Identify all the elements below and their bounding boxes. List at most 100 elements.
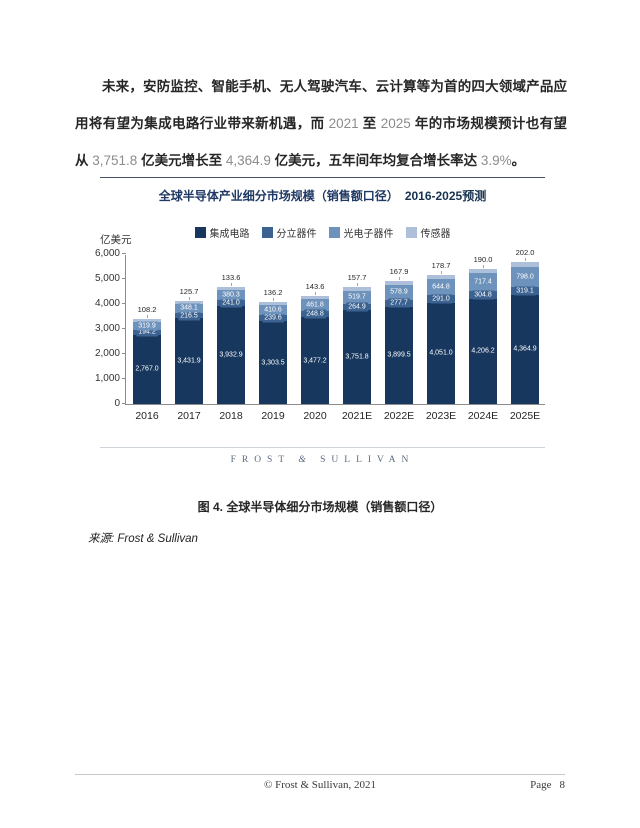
chart-plot-area: 0 1,000 2,000 3,000 4,000 5,000 6,000 2016 2,767…	[95, 248, 545, 422]
label-leader-line	[357, 282, 358, 286]
bar-value-label: 143.6	[305, 281, 325, 291]
stacked-bar: 3,932.9 241.0 380.3 133.6	[217, 273, 245, 404]
stacked-bar: 4,364.9 319.1 798.0 202.0	[511, 248, 539, 404]
bar-segment	[175, 318, 203, 404]
bar-value-label: 3,303.5	[261, 359, 285, 367]
y-axis-tick-label: 0	[114, 398, 120, 409]
legend-item: 集成电路	[194, 225, 250, 240]
bar-value-label: 277.7	[388, 298, 410, 308]
bar-value-label: 3,431.9	[177, 357, 201, 365]
bar-value-label: 133.6	[221, 272, 241, 282]
footer-divider	[75, 774, 565, 775]
bar-value-label: 519.7	[346, 292, 368, 302]
logo-ampersand: &	[298, 455, 312, 465]
stacked-bar: 3,477.2 248.8 461.8 143.6	[301, 282, 329, 404]
legend-label: 光电子器件	[343, 229, 394, 240]
bar-value-label: 644.8	[430, 282, 452, 292]
legend-item: 分立器件	[261, 225, 317, 240]
bar-slot: 2022E 3,899.5 277.7 578.9 167.9	[378, 255, 420, 422]
stacked-bar: 4,206.2 304.8 717.4 190.0	[469, 255, 497, 404]
legend-swatch-icon	[405, 227, 417, 238]
bar-segment	[133, 334, 161, 404]
bar-segment	[427, 302, 455, 404]
stacked-bar: 4,051.0 291.0 644.8 178.7	[427, 261, 455, 404]
y-axis-tick-label: 2,000	[94, 348, 120, 359]
bar-value-label: 4,051.0	[429, 349, 453, 357]
bar-segment	[511, 294, 539, 404]
stacked-bar: 3,899.5 277.7 578.9 167.9	[385, 267, 413, 404]
paragraph-text-segment: 亿美元增长至	[137, 153, 226, 168]
y-axis-tick-mark	[122, 278, 126, 279]
bar-slot: 2020 3,477.2 248.8 461.8 143.6	[294, 255, 336, 422]
page-label: Page	[530, 779, 552, 791]
bar-segment	[301, 295, 329, 300]
bar-value-label: 461.8	[304, 300, 326, 310]
label-leader-line	[231, 282, 232, 286]
bar-segment	[343, 286, 371, 291]
y-axis-tick-label: 6,000	[94, 248, 120, 259]
bar-segment	[133, 319, 161, 322]
legend-swatch-icon	[261, 227, 273, 238]
paragraph-text-segment: 年的市场规模预计也有望从	[75, 116, 567, 168]
source-text: : Frost & Sullivan	[111, 533, 198, 545]
label-leader-line	[483, 264, 484, 268]
bar-value-label: 3,751.8	[345, 353, 369, 361]
page-number-value: 8	[559, 779, 566, 791]
chart-legend: 集成电路 分立器件 光电子器件 传感器	[100, 225, 545, 240]
bar-slot: 2023E 4,051.0 291.0 644.8 178.7	[420, 255, 462, 422]
label-leader-line	[525, 257, 526, 261]
figure-caption: 图 4. 全球半导体细分市场规模（销售额口径）	[197, 500, 443, 514]
bar-value-label: 4,364.9	[513, 345, 537, 353]
x-axis-tick-label: 2022E	[383, 410, 415, 422]
label-leader-line	[147, 315, 148, 319]
footer-copyright: © Frost & Sullivan, 2021	[264, 779, 376, 791]
bar-segment	[427, 274, 455, 280]
bar-value-label: 157.7	[347, 272, 367, 282]
bar-value-label: 3,477.2	[303, 357, 327, 365]
x-axis-tick-label: 2023E	[425, 410, 457, 422]
legend-label: 传感器	[420, 229, 451, 240]
x-axis-tick-label: 2024E	[467, 410, 499, 422]
paragraph-number: 3,751.8	[92, 153, 138, 168]
bar-segment	[511, 261, 539, 267]
paragraph-text-segment: 至	[358, 116, 381, 131]
bar-value-label: 2,767.0	[135, 365, 159, 373]
bar-slot: 2021E 3,751.8 264.9 519.7 157.7	[336, 255, 378, 422]
label-leader-line	[273, 297, 274, 301]
bar-value-label: 108.2	[137, 305, 157, 315]
bar-value-label: 291.0	[430, 294, 452, 304]
bar-value-label: 4,206.2	[471, 347, 495, 355]
bar-segment	[217, 286, 245, 291]
legend-swatch-icon	[328, 227, 340, 238]
bar-segment	[469, 298, 497, 404]
bar-value-label: 3,899.5	[387, 351, 411, 359]
paragraph-text-segment: 未来，安防监控、智能手机、无人驾驶汽车、云计算等为首的四大领域产品应用将有望为集…	[75, 79, 567, 131]
x-axis-tick-label: 2021E	[341, 410, 373, 422]
legend-item: 光电子器件	[328, 225, 394, 240]
chart-title-suffix: 2016-2025预测	[404, 189, 487, 203]
bar-value-label: 798.0	[514, 272, 536, 282]
bar-value-label: 178.7	[431, 260, 451, 270]
chart-top-divider	[100, 177, 545, 178]
y-axis-tick-mark	[122, 353, 126, 354]
x-axis-tick-label: 2018	[219, 410, 243, 422]
paragraph-number: 3.9%	[480, 153, 512, 168]
chart-bottom-divider	[100, 447, 545, 448]
bar-value-label: 190.0	[473, 254, 493, 264]
stacked-bar: 2,767.0 194.2 319.9 108.2	[133, 305, 161, 404]
bar-segment	[259, 321, 287, 404]
bar-segment	[385, 306, 413, 404]
bar-slot: 2016 2,767.0 194.2 319.9 108.2	[126, 255, 168, 422]
chart-title-main: 全球半导体产业细分市场规模（销售额口径）	[158, 189, 399, 203]
bar-slot: 2024E 4,206.2 304.8 717.4 190.0	[462, 255, 504, 422]
y-axis-tick-mark	[122, 403, 126, 404]
bar-segment	[469, 268, 497, 274]
bar-slot: 2018 3,932.9 241.0 380.3 133.6	[210, 255, 252, 422]
bar-value-label: 194.2	[136, 327, 158, 337]
figure-chart: 全球半导体产业细分市场规模（销售额口径） 2016-2025预测 集成电路 分立器件…	[95, 177, 545, 472]
y-axis-tick-label: 3,000	[94, 323, 120, 334]
bar-value-label: 319.9	[136, 321, 158, 331]
bar-value-label: 239.6	[262, 313, 284, 323]
y-axis-tick-mark	[122, 328, 126, 329]
